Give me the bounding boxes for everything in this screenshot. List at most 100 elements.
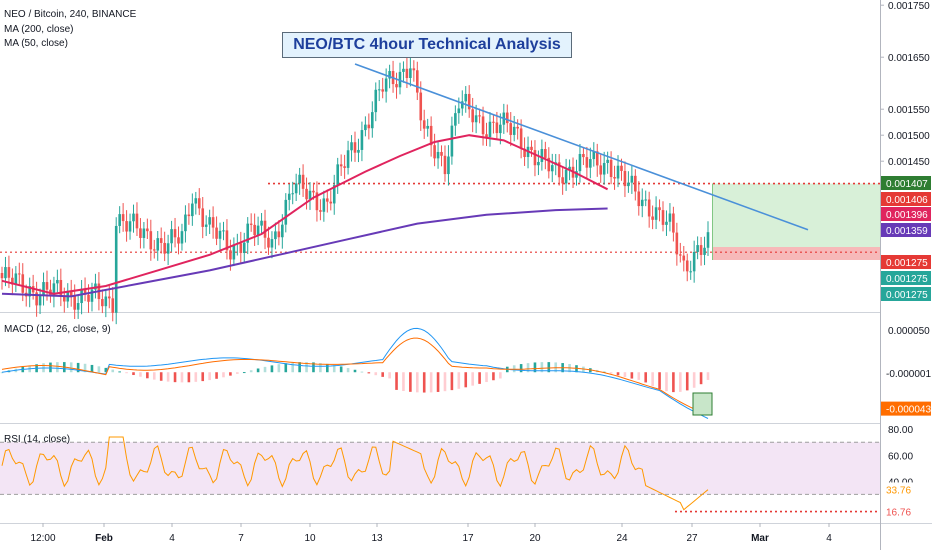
candle-body: [260, 220, 263, 226]
macd-tag: [881, 366, 931, 381]
candle-body: [426, 125, 429, 129]
macd-histogram-bar: [388, 372, 391, 379]
candle-body: [152, 249, 156, 251]
candle-body: [519, 128, 523, 149]
candle-body: [180, 231, 184, 244]
candle-body: [246, 223, 250, 243]
candle-body: [139, 228, 142, 238]
macd-histogram-bar: [332, 365, 336, 373]
macd-histogram-bar: [298, 362, 301, 373]
macd-histogram-bar: [277, 364, 281, 373]
candle-body: [118, 214, 121, 226]
candle-body: [291, 193, 295, 195]
candle-body: [371, 112, 374, 129]
macd-histogram-bar: [679, 372, 682, 392]
candle-body: [56, 279, 59, 284]
macd-tag: [881, 401, 931, 416]
macd-histogram-bar: [284, 363, 288, 373]
macd-histogram-bar: [519, 364, 523, 373]
candle-body: [429, 125, 433, 146]
time-tick-label: 4: [826, 533, 832, 544]
macd-histogram-bar: [443, 372, 447, 392]
candle-body: [419, 92, 423, 121]
candle-body: [4, 267, 7, 279]
macd-histogram-bar: [706, 372, 710, 380]
macd-histogram-bar: [471, 372, 474, 386]
candle-body: [353, 142, 357, 153]
candle-body: [474, 115, 478, 123]
candle-body: [374, 89, 378, 113]
macd-histogram-bar: [305, 362, 308, 373]
candle-body: [208, 217, 211, 225]
candle-body: [627, 182, 630, 187]
candle-body: [367, 124, 371, 129]
macd-histogram-bar: [180, 372, 184, 383]
candle-body: [706, 232, 710, 248]
price-tag: [881, 207, 931, 221]
time-tick-label: 13: [371, 533, 383, 544]
price-tag: [881, 223, 931, 237]
macd-line: [1, 327, 709, 419]
candle-body: [191, 203, 194, 217]
macd-histogram-bar: [208, 372, 211, 381]
candle-body: [623, 170, 627, 187]
candle-body: [634, 175, 637, 192]
macd-histogram-bar: [242, 372, 246, 374]
rsi-tag: [881, 504, 931, 519]
candle-body: [166, 243, 170, 254]
candle-body: [467, 93, 471, 110]
macd-histogram-bar: [312, 362, 315, 373]
candle-body: [447, 156, 450, 175]
candle-body: [146, 228, 149, 232]
candle-body: [249, 223, 253, 225]
time-tick-label: 10: [304, 533, 316, 544]
macd-histogram-bar: [346, 368, 350, 373]
macd-histogram-bar: [97, 366, 101, 373]
price-tick-label: 0.001650: [888, 53, 930, 64]
candle-body: [336, 164, 339, 186]
candle-body: [644, 199, 648, 201]
macd-histogram-bar: [291, 362, 295, 373]
candle-body: [457, 108, 461, 114]
candle-body: [121, 214, 125, 222]
macd-histogram-bar: [56, 362, 59, 373]
signal-line: [1, 337, 709, 416]
macd-tick-label: 0.000050: [888, 326, 930, 337]
candle-body: [11, 277, 14, 285]
candle-body: [550, 165, 554, 172]
ma200-line: [1, 207, 608, 298]
macd-histogram-bar: [395, 372, 398, 390]
time-tick-label: 24: [616, 533, 628, 544]
price-tag-label: 0.001406: [886, 195, 928, 206]
candle-body: [488, 121, 492, 138]
macd-histogram-bar: [616, 372, 620, 376]
macd-histogram-bar: [263, 366, 267, 373]
candle-body: [274, 231, 277, 240]
macd-histogram-bar: [152, 372, 156, 380]
macd-histogram-bar: [326, 363, 329, 373]
macd-histogram-bar: [125, 372, 128, 374]
candle-body: [516, 126, 519, 129]
price-tick-label: 0.001500: [888, 131, 930, 142]
macd-histogram-bar: [187, 372, 191, 383]
candle-body: [201, 208, 205, 227]
candle-body: [104, 296, 108, 307]
candle-body: [343, 166, 346, 168]
candle-body: [298, 174, 301, 184]
candle-body: [602, 162, 606, 175]
candle-body: [668, 213, 672, 222]
candle-body: [547, 157, 551, 172]
macd-histogram-bar: [270, 365, 274, 373]
candle-body: [433, 145, 436, 159]
candle-body: [225, 230, 229, 251]
macd-histogram-bar: [685, 372, 689, 391]
candle-body: [592, 151, 596, 160]
candle-body: [28, 286, 31, 297]
candle-body: [14, 273, 18, 285]
candle-body: [0, 273, 4, 279]
macd-histogram-bar: [464, 372, 468, 388]
candle-body: [561, 177, 564, 184]
symbol-label: NEO / Bitcoin, 240, BINANCE: [4, 9, 137, 20]
candle-body: [464, 93, 468, 102]
